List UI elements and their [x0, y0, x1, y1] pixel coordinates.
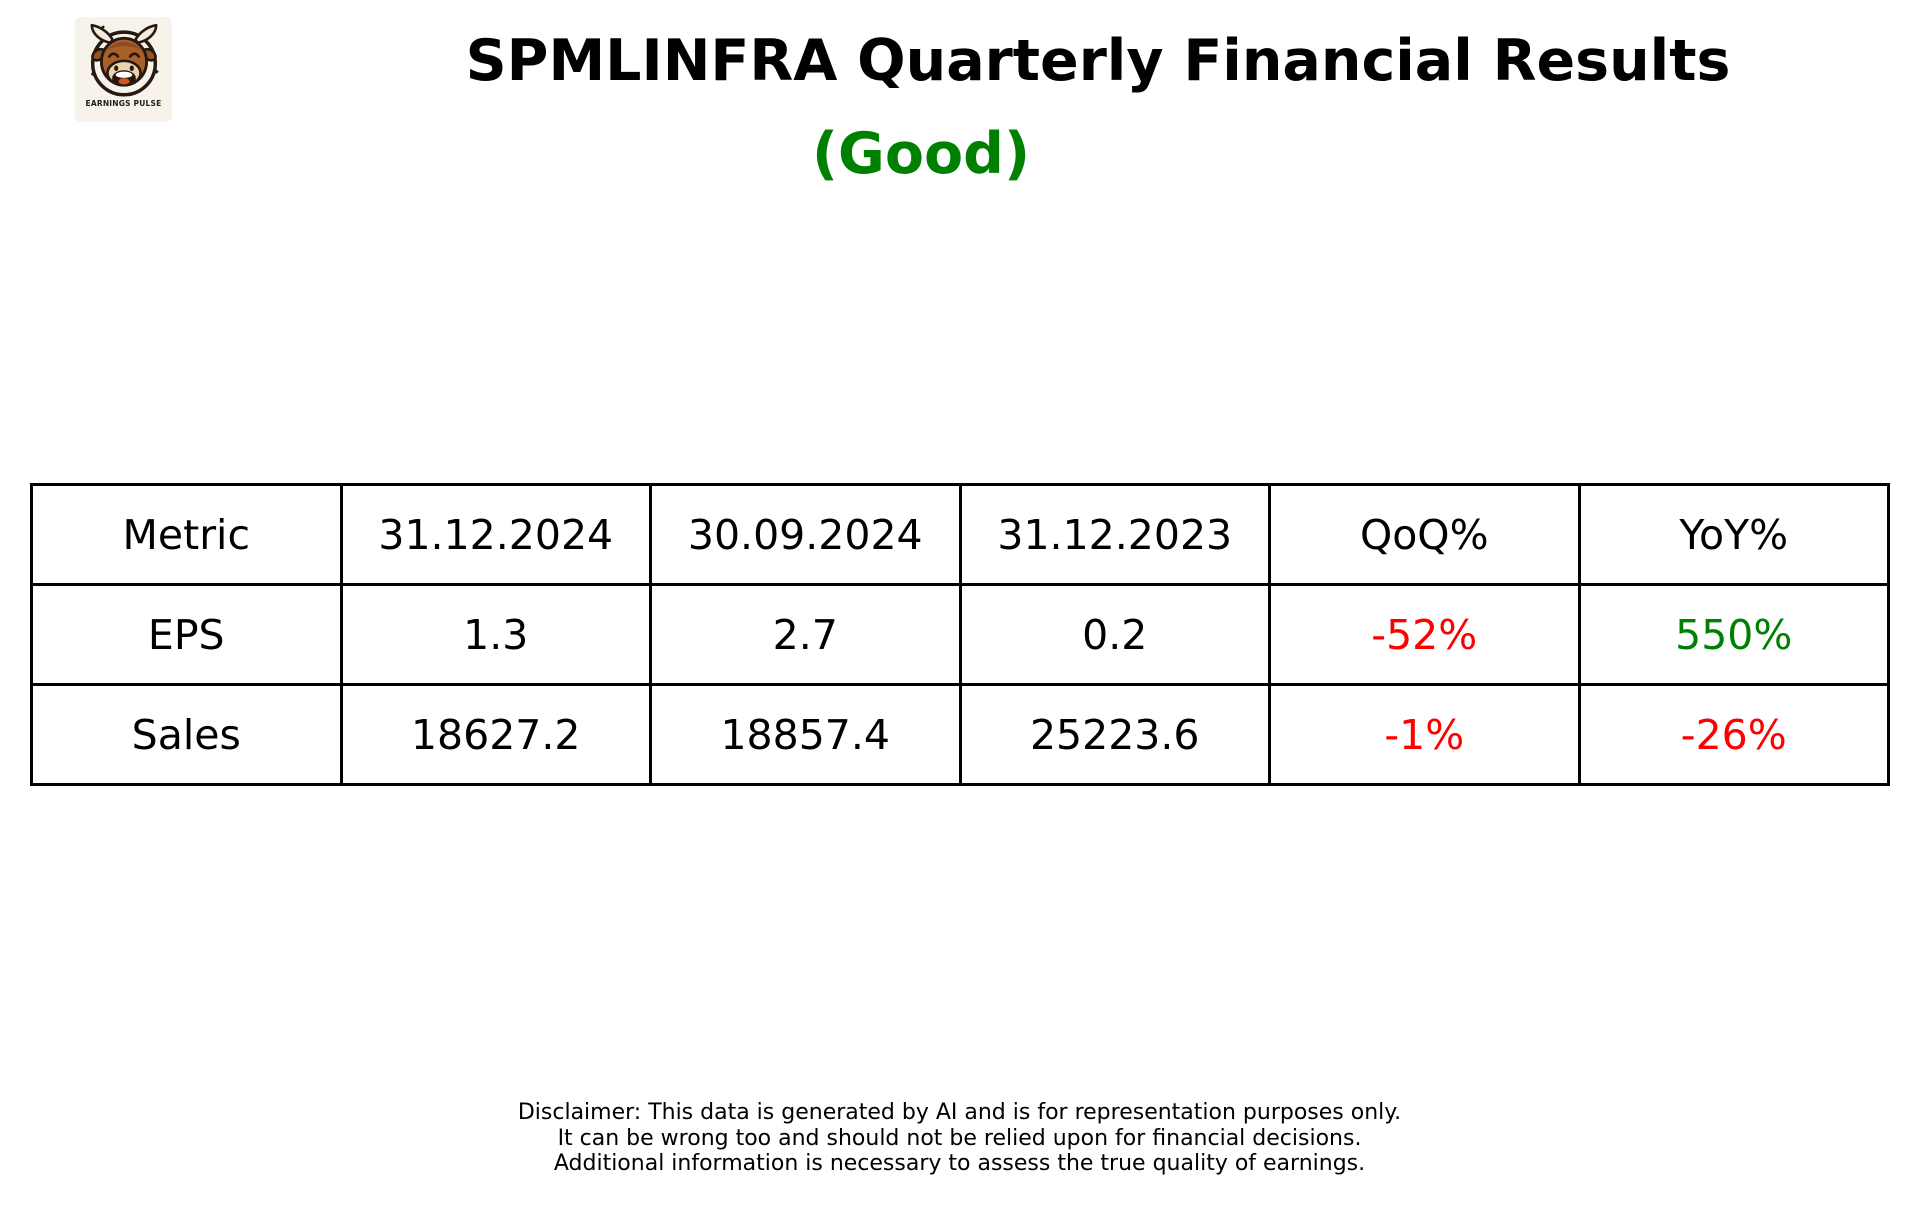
sales-yoy-change: -26% — [1577, 683, 1890, 786]
earnings-pulse-logo: EARNINGS PULSE — [75, 17, 172, 122]
eps-value-yearago: 0.2 — [958, 583, 1271, 686]
disclaimer-line-3: Additional information is necessary to a… — [553, 1151, 1366, 1176]
brand-name: EARNINGS PULSE — [85, 99, 162, 108]
table-row-eps: EPS 1.3 2.7 0.2 -52% 550% — [30, 583, 1890, 686]
sales-value-current: 18627.2 — [339, 683, 652, 786]
page-title: SPMLINFRA Quarterly Financial Results — [465, 28, 1731, 94]
disclaimer-line-2: It can be wrong too and should not be re… — [557, 1125, 1362, 1151]
col-header-q-current: 31.12.2024 — [339, 483, 652, 586]
sales-metric-label: Sales — [30, 683, 343, 786]
laughing-bull-icon — [90, 23, 159, 97]
eps-yoy-change: 550% — [1577, 583, 1890, 686]
table-row-sales: Sales 18627.2 18857.4 25223.6 -1% -26% — [30, 683, 1890, 786]
table-header-row: Metric 31.12.2024 30.09.2024 31.12.2023 … — [30, 483, 1890, 586]
disclaimer-line-1: Disclaimer: This data is generated by AI… — [517, 1100, 1402, 1125]
col-header-q-previous: 30.09.2024 — [649, 483, 962, 586]
col-header-yoy: YoY% — [1577, 483, 1890, 586]
col-header-metric: Metric — [30, 483, 343, 586]
col-header-qoq: QoQ% — [1268, 483, 1581, 586]
eps-metric-label: EPS — [30, 583, 343, 686]
col-header-q-yearago: 31.12.2023 — [958, 483, 1271, 586]
verdict-label: (Good) — [811, 121, 1030, 187]
sales-qoq-change: -1% — [1268, 683, 1581, 786]
eps-value-current: 1.3 — [339, 583, 652, 686]
disclaimer: Disclaimer: This data is generated by AI… — [0, 1100, 1919, 1177]
results-table: Metric 31.12.2024 30.09.2024 31.12.2023 … — [30, 483, 1890, 786]
sales-value-previous: 18857.4 — [649, 683, 962, 786]
eps-value-previous: 2.7 — [649, 583, 962, 686]
sales-value-yearago: 25223.6 — [958, 683, 1271, 786]
eps-qoq-change: -52% — [1268, 583, 1581, 686]
